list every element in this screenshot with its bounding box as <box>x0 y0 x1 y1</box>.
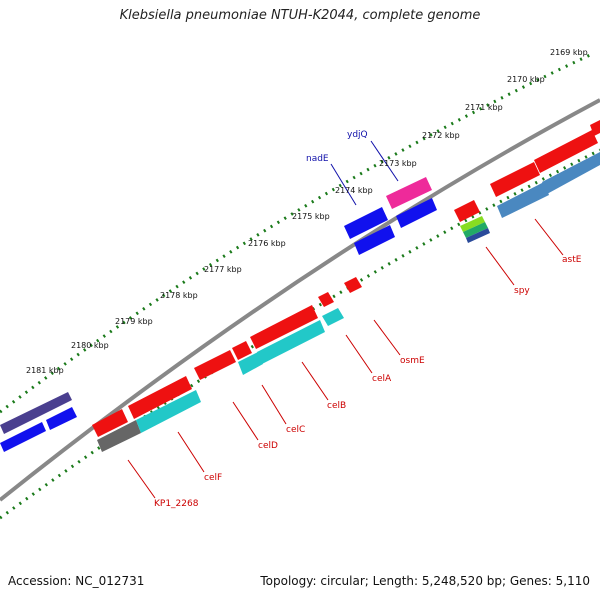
scale-label: 2172 kbp <box>422 131 460 140</box>
gene-arrow[interactable] <box>0 422 46 452</box>
gene-label-kp1-2268[interactable]: KP1_2268 <box>154 499 199 509</box>
accession-text: Accession: NC_012731 <box>8 574 145 588</box>
gene-labels: ydjQ nadE spy astE osmE celA celB celC c… <box>154 130 582 509</box>
gene-arrow[interactable] <box>322 308 344 326</box>
gene-arrow[interactable] <box>136 390 201 433</box>
gene-label-spy[interactable]: spy <box>514 286 530 296</box>
gene-arrow[interactable] <box>194 350 236 380</box>
gene-arrow[interactable] <box>386 177 432 209</box>
gene-arrow[interactable] <box>497 182 549 218</box>
gene-arrow[interactable] <box>344 207 388 239</box>
gene-label-aste[interactable]: astE <box>562 255 582 265</box>
scale-label: 2179 kbp <box>115 317 153 326</box>
gene-arrow[interactable] <box>97 420 141 452</box>
gene-arrow[interactable] <box>0 392 72 434</box>
gene-label-nade[interactable]: nadE <box>306 154 329 164</box>
gene-arrow[interactable] <box>46 407 77 430</box>
gene-arrows <box>0 120 600 452</box>
gene-label-celc[interactable]: celC <box>286 425 305 435</box>
gene-arrow[interactable] <box>460 216 485 232</box>
scale-label: 2173 kbp <box>379 159 417 168</box>
scale-label: 2177 kbp <box>204 265 242 274</box>
gene-label-osme[interactable]: osmE <box>400 356 425 366</box>
scale-label: 2171 kbp <box>465 103 503 112</box>
scale-label: 2175 kbp <box>292 212 330 221</box>
gene-label-celf[interactable]: celF <box>204 473 222 483</box>
gene-arrow[interactable] <box>232 341 252 360</box>
outer-tick-ring <box>0 53 591 414</box>
gene-arrow[interactable] <box>463 222 488 238</box>
scale-label: 2169 kbp <box>550 48 588 57</box>
gene-arrow[interactable] <box>454 200 480 222</box>
gene-label-celd[interactable]: celD <box>258 441 278 451</box>
gene-arrow[interactable] <box>534 130 598 173</box>
gene-arrow[interactable] <box>466 228 490 243</box>
gene-arrow[interactable] <box>128 376 192 419</box>
gene-arrow[interactable] <box>542 152 600 194</box>
scale-label: 2181 kbp <box>26 366 64 375</box>
scale-label: 2178 kbp <box>160 291 198 300</box>
gene-arrow[interactable] <box>257 320 325 364</box>
scale-label: 2180 kbp <box>71 341 109 350</box>
gene-arrow[interactable] <box>490 162 540 197</box>
genome-backbone <box>0 98 600 502</box>
scale-label: 2176 kbp <box>248 239 286 248</box>
gene-arrow[interactable] <box>396 198 437 228</box>
scale-label: 2170 kbp <box>507 75 545 84</box>
gene-arrow[interactable] <box>92 409 128 437</box>
map-title: Klebsiella pneumoniae NTUH-K2044, comple… <box>119 8 481 23</box>
gene-label-cela[interactable]: celA <box>372 374 392 384</box>
summary-text: Topology: circular; Length: 5,248,520 bp… <box>260 574 590 588</box>
gene-arrow[interactable] <box>590 120 600 136</box>
gene-arrow[interactable] <box>354 225 395 255</box>
gene-label-celb[interactable]: celB <box>327 401 346 411</box>
scale-labels: 2169 kbp 2170 kbp 2171 kbp 2172 kbp 2173… <box>26 48 588 375</box>
gene-label-connectors <box>127 140 564 499</box>
gene-label-ydjq[interactable]: ydjQ <box>347 130 368 140</box>
gene-arrow[interactable] <box>238 352 263 375</box>
gene-arrow[interactable] <box>318 292 334 307</box>
scale-label: 2174 kbp <box>335 186 373 195</box>
gene-arrow[interactable] <box>250 305 318 349</box>
gene-arrow[interactable] <box>344 277 362 293</box>
